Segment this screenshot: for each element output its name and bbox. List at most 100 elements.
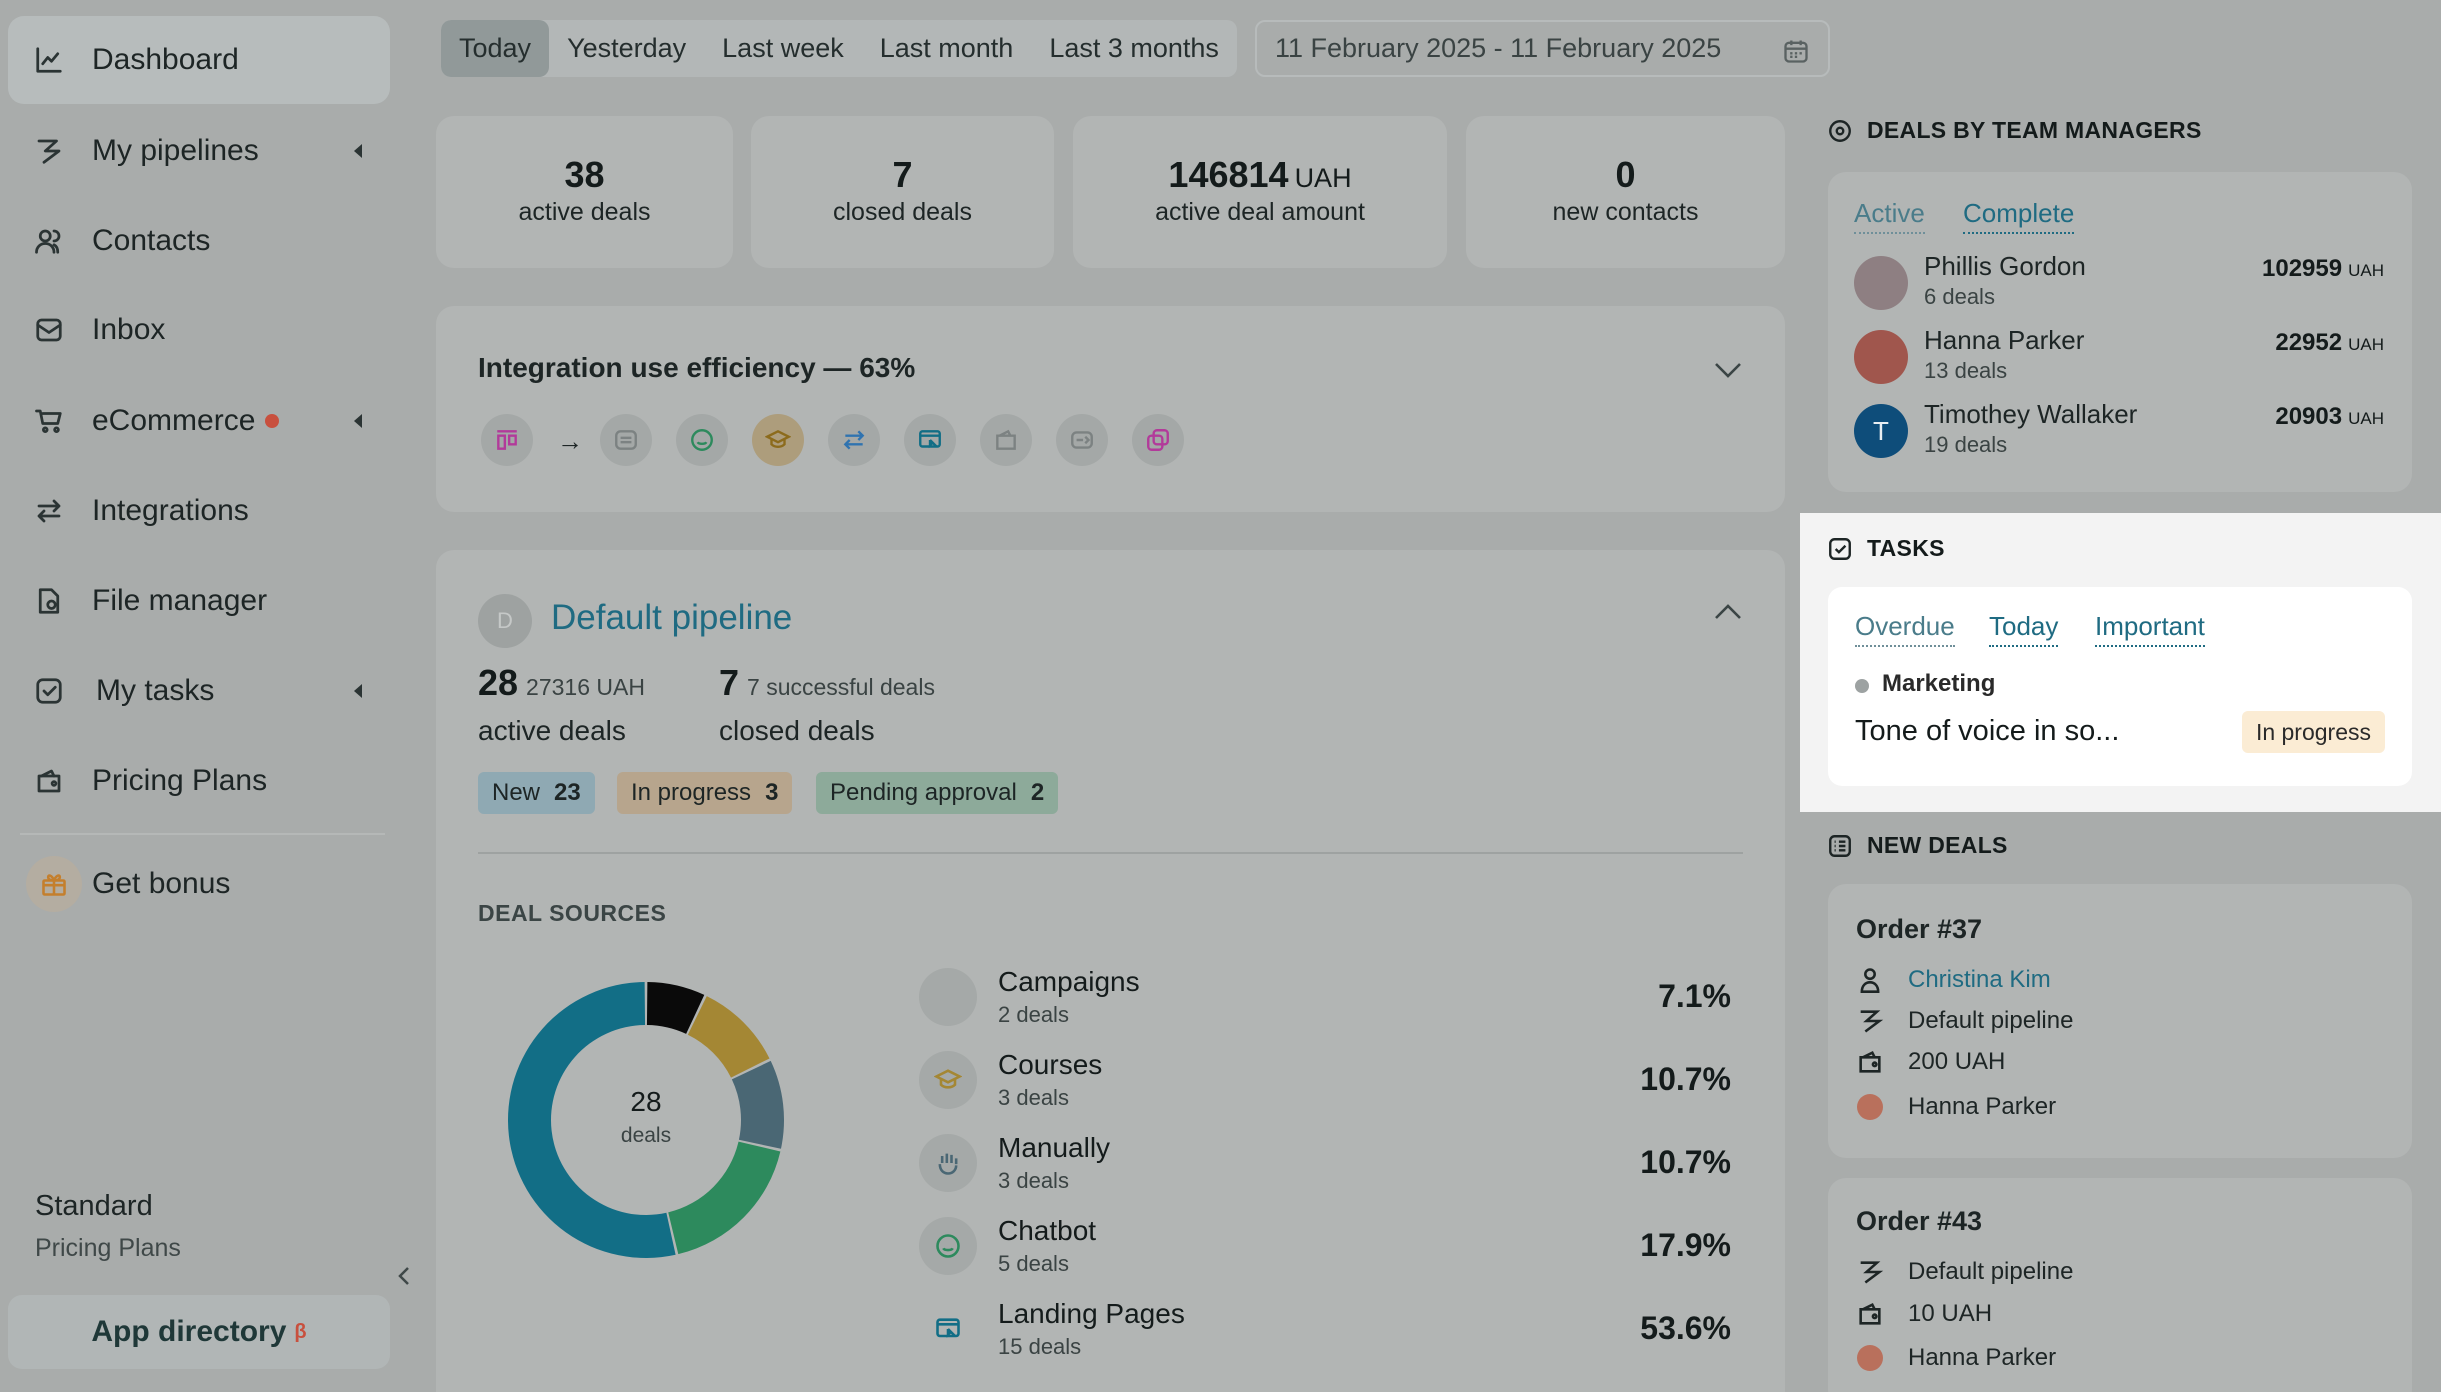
donut-slice-chatbot[interactable] bbox=[668, 1141, 781, 1255]
plan-name: Standard bbox=[35, 1190, 153, 1222]
avatar bbox=[1854, 330, 1908, 384]
manager-deals: 13 deals bbox=[1924, 358, 2008, 383]
order-card[interactable]: Order #43 Default pipeline 10 UAH Hanna … bbox=[1828, 1178, 2412, 1392]
landing-page-icon[interactable] bbox=[904, 414, 956, 466]
stat-card-new-contacts: 0 new contacts bbox=[1466, 116, 1785, 268]
sync-icon[interactable] bbox=[828, 414, 880, 466]
donut-total: 28 bbox=[630, 1086, 662, 1117]
order-manager: Hanna Parker bbox=[1908, 1093, 2057, 1120]
manager-deals: 19 deals bbox=[1924, 432, 2008, 457]
source-deals: 2 deals bbox=[998, 1002, 1069, 1027]
manager-name: Hanna Parker bbox=[1924, 325, 2085, 355]
tab-complete[interactable]: Complete bbox=[1963, 198, 2075, 234]
pipeline-title[interactable]: Default pipeline bbox=[551, 598, 793, 637]
wallet-icon[interactable] bbox=[980, 414, 1032, 466]
tab-active[interactable]: Active bbox=[1854, 198, 1925, 234]
sidebar-item-dashboard[interactable]: Dashboard bbox=[8, 16, 390, 104]
order-pipeline-row: Default pipeline bbox=[1856, 1007, 2073, 1035]
beta-badge: β bbox=[294, 1320, 307, 1343]
order-amount-row: 200 UAH bbox=[1856, 1048, 2005, 1076]
stage-count: 3 bbox=[765, 779, 779, 806]
stage-chip-in-progress[interactable]: In progress 3 bbox=[617, 772, 793, 814]
caret-left-icon bbox=[354, 684, 362, 698]
contacts-icon bbox=[34, 226, 64, 256]
chatbot-icon[interactable] bbox=[676, 414, 728, 466]
pipeline-board-icon[interactable] bbox=[481, 414, 533, 466]
source-name: Manually bbox=[998, 1132, 1111, 1163]
source-percent: 7.1% bbox=[1658, 978, 1731, 1014]
period-last-3-months[interactable]: Last 3 months bbox=[1049, 33, 1219, 63]
donut-slice-courses[interactable] bbox=[687, 996, 770, 1078]
sidebar-item-file-manager[interactable]: File manager bbox=[8, 557, 390, 645]
sidebar-item-label: File manager bbox=[92, 584, 268, 617]
tasks-card: Overdue Today Important Marketing Tone o… bbox=[1828, 587, 2412, 786]
person-icon bbox=[1856, 966, 1884, 994]
stage-label: In progress bbox=[631, 779, 752, 806]
sidebar-item-contacts[interactable]: Contacts bbox=[8, 197, 390, 285]
amount-value: 22952 bbox=[2275, 329, 2343, 356]
caret-left-icon bbox=[354, 144, 362, 158]
pipeline-avatar: D bbox=[478, 594, 532, 648]
stat-card-active-deals: 38 active deals bbox=[436, 116, 733, 268]
manager-avatar bbox=[1856, 1344, 1884, 1372]
chevron-up-icon[interactable] bbox=[1713, 602, 1743, 622]
donut-slice-campaigns[interactable] bbox=[646, 982, 705, 1034]
new-deals-heading: NEW DEALS bbox=[1827, 832, 2008, 859]
caret-left-icon bbox=[354, 414, 362, 428]
closed-deals-sub: 7 successful deals bbox=[747, 674, 935, 700]
collapse-sidebar-button[interactable] bbox=[392, 1262, 416, 1290]
copy-icon[interactable] bbox=[1132, 414, 1184, 466]
manual-hand-icon bbox=[919, 1134, 977, 1192]
sidebar-item-inbox[interactable]: Inbox bbox=[8, 286, 390, 374]
stage-chip-pending-approval[interactable]: Pending approval 2 bbox=[816, 772, 1059, 814]
wallet-icon bbox=[1856, 1300, 1884, 1328]
donut-slice-manually[interactable] bbox=[731, 1060, 784, 1149]
order-card[interactable]: Order #37 Christina Kim Default pipeline… bbox=[1828, 884, 2412, 1158]
task-title[interactable]: Tone of voice in so... bbox=[1855, 715, 2120, 747]
source-percent: 53.6% bbox=[1640, 1310, 1731, 1346]
sidebar-item-pricing-plans[interactable]: Pricing Plans bbox=[8, 737, 390, 825]
closed-deals-summary: 7 7 successful deals bbox=[719, 662, 935, 704]
stat-card-closed-deals: 7 closed deals bbox=[751, 116, 1054, 268]
landing-page-icon bbox=[919, 1300, 977, 1358]
tab-overdue[interactable]: Overdue bbox=[1855, 611, 1955, 647]
stage-label: New bbox=[492, 779, 541, 806]
campaigns-icon bbox=[919, 968, 977, 1026]
manager-name: Phillis Gordon bbox=[1924, 251, 2086, 281]
calendar-icon bbox=[1782, 37, 1810, 72]
sidebar-item-integrations[interactable]: Integrations bbox=[8, 467, 390, 555]
source-deals: 3 deals bbox=[998, 1085, 1069, 1110]
stage-chip-new[interactable]: New 23 bbox=[478, 772, 595, 814]
tab-today[interactable]: Today bbox=[1989, 611, 2059, 647]
sidebar-item-my-pipelines[interactable]: My pipelines bbox=[8, 107, 390, 195]
chevron-down-icon[interactable] bbox=[1713, 360, 1743, 380]
period-today[interactable]: Today bbox=[441, 20, 550, 77]
sidebar-item-ecommerce[interactable]: eCommerce bbox=[8, 377, 390, 465]
donut-slice-landing-pages[interactable] bbox=[508, 982, 676, 1258]
app-directory-button[interactable]: App directory β bbox=[8, 1295, 390, 1369]
stat-value: 7 bbox=[892, 154, 913, 195]
order-manager-row: Hanna Parker bbox=[1856, 1093, 2056, 1121]
period-yesterday[interactable]: Yesterday bbox=[567, 33, 687, 63]
contact-link[interactable]: Christina Kim bbox=[1908, 966, 2051, 993]
task-category: Marketing bbox=[1882, 670, 1996, 697]
section-divider bbox=[478, 852, 1743, 854]
period-last-week[interactable]: Last week bbox=[722, 33, 844, 63]
plan-link[interactable]: Pricing Plans bbox=[35, 1234, 181, 1262]
sidebar-item-my-tasks[interactable]: My tasks bbox=[8, 647, 390, 735]
source-deals: 15 deals bbox=[998, 1334, 1082, 1359]
pipeline-icon bbox=[1856, 1007, 1884, 1035]
managers-heading: DEALS BY TEAM MANAGERS bbox=[1827, 117, 2202, 144]
period-last-month[interactable]: Last month bbox=[879, 33, 1014, 63]
tasks-heading: TASKS bbox=[1827, 535, 1945, 562]
amount-unit: UAH bbox=[2348, 335, 2384, 354]
source-percent: 10.7% bbox=[1640, 1144, 1731, 1180]
form-icon[interactable] bbox=[600, 414, 652, 466]
stat-value: 146814 UAH bbox=[1073, 154, 1447, 196]
tab-important[interactable]: Important bbox=[2095, 611, 2205, 647]
edit-card-icon[interactable] bbox=[1056, 414, 1108, 466]
date-range-picker[interactable]: 11 February 2025 - 11 February 2025 bbox=[1255, 20, 1830, 77]
courses-icon[interactable] bbox=[752, 414, 804, 466]
source-name: Campaigns bbox=[998, 966, 1140, 997]
sidebar-item-get-bonus[interactable]: Get bonus bbox=[8, 840, 390, 928]
